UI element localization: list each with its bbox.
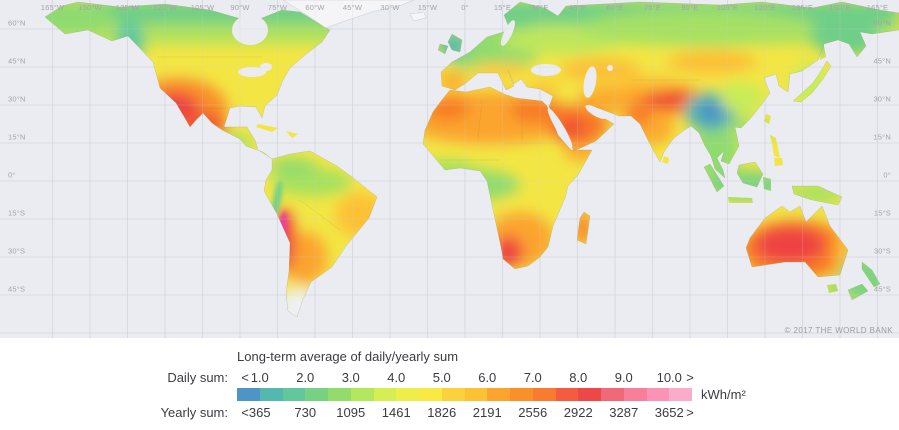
colorbar-segment [601,388,624,401]
colorbar-segment [669,388,692,401]
yearly-tick: 3287 [609,405,639,420]
daily-tick: 2.0 [296,370,315,385]
daily-tick: 4.0 [387,370,406,385]
country-borders [157,56,700,231]
daily-tick: 1.0 [250,370,269,385]
daily-tick: < [241,370,249,385]
colorbar-segment [350,388,374,401]
yearly-tick: 2922 [563,405,593,420]
colorbar-segment [487,388,510,401]
daily-tick: 3.0 [341,370,360,385]
yearly-tick: 2191 [472,405,502,420]
yearly-tick: 365 [248,405,271,420]
colorbar-segment [464,388,488,401]
daily-tick: 10.0 [656,370,682,385]
daily-tick: 5.0 [432,370,451,385]
yearly-tick: < [241,405,249,420]
colorbar-segment [419,388,442,401]
colorbar-segment [623,388,647,401]
world-solar-irradiance-map: 165°W 150°W 135°W 120°W 105°W 90°W 75°W 60°W 45°… [0,0,899,338]
unit-label: kWh/m² [701,387,746,402]
daily-tick: 9.0 [614,370,633,385]
daily-sum-label: Daily sum: [167,370,228,385]
colorbar-segment [396,388,419,401]
colorbar-segment [510,388,533,401]
colorbar-segment [578,388,601,401]
yearly-tick: 1826 [427,405,457,420]
daily-tick: > [686,370,694,385]
daily-tick: 7.0 [523,370,542,385]
graticule-overlay [0,0,899,338]
yearly-tick: 1095 [336,405,366,420]
colorbar-segment [441,388,465,401]
no-data-land [282,0,427,29]
colorbar-segment [259,388,283,401]
colorbar-segment [282,388,306,401]
colorbar-segment [555,388,579,401]
iceland [409,11,427,22]
colorbar-segment [305,388,328,401]
yearly-sum-label: Yearly sum: [160,405,228,420]
colorbar-segment [237,388,260,401]
copyright-notice: © 2017 THE WORLD BANK [784,326,893,335]
yearly-tick: 2556 [518,405,548,420]
yearly-scale-ticks: <365 730 1095 1461 1826 2191 2556 2922 3287 3652 > [237,405,707,420]
legend: Long-term average of daily/yearly sum Da… [0,338,899,430]
legend-title: Long-term average of daily/yearly sum [237,349,459,364]
greenland [282,0,415,29]
colorbar-segment [532,388,556,401]
yearly-tick: > [686,405,694,420]
yearly-tick: 730 [294,405,317,420]
yearly-tick: 3652 [654,405,684,420]
daily-scale-ticks: <1.0 2.0 3.0 4.0 5.0 6.0 7.0 8.0 9.0 10.0 > [237,370,707,385]
yearly-tick: 1461 [381,405,411,420]
daily-tick: 8.0 [569,370,588,385]
daily-tick: 6.0 [478,370,497,385]
lakes [232,15,613,148]
map-canvas [0,0,899,338]
colorbar-segment [646,388,670,401]
colorbar-segment [373,388,397,401]
irradiance-colorbar [237,388,692,401]
colorbar-segment [328,388,351,401]
